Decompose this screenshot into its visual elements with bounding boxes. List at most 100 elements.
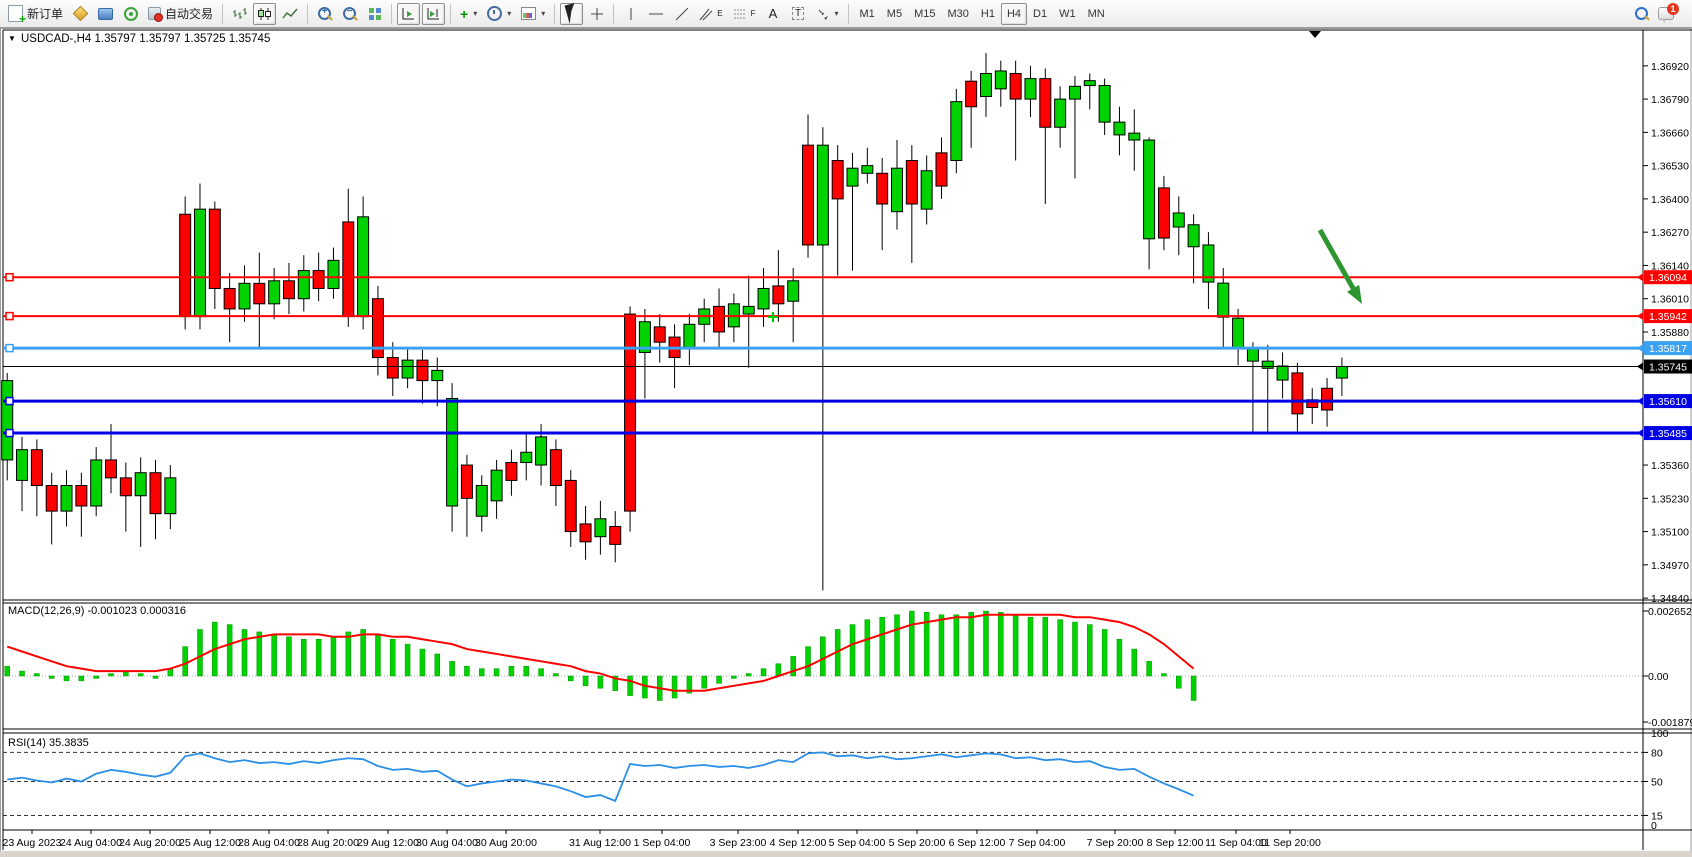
macd-histogram-bar <box>137 673 144 677</box>
macd-histogram-bar <box>1072 621 1078 677</box>
macd-histogram-bar <box>1161 673 1167 677</box>
candle <box>431 369 444 382</box>
macd-histogram-bar <box>48 675 55 679</box>
new-order-icon <box>8 5 26 26</box>
notifications-icon[interactable]: 1 <box>1658 3 1679 23</box>
bottom-scrollbar[interactable] <box>0 851 1692 857</box>
price-tag-label: 1.35942 <box>1649 311 1687 323</box>
line-handle[interactable] <box>5 428 14 438</box>
search-icon[interactable] <box>1635 7 1648 20</box>
chart-shift-button[interactable] <box>422 2 446 25</box>
candle <box>1172 212 1185 228</box>
rsi-axis-label: 0 <box>1651 820 1657 832</box>
line-chart-button[interactable] <box>278 3 302 25</box>
trend-arrow-head[interactable] <box>1347 284 1362 304</box>
macd-axis-label: 0.00 <box>1648 671 1669 683</box>
tile-windows-button[interactable] <box>363 3 386 25</box>
new-chart-button[interactable] <box>69 3 92 25</box>
price-axis-label: 1.36920 <box>1651 61 1689 73</box>
timeframe-button-M5[interactable]: M5 <box>886 7 903 20</box>
trend-arrow[interactable] <box>1317 228 1359 295</box>
bars-chart-button[interactable] <box>228 3 251 25</box>
line-handle[interactable] <box>5 343 14 353</box>
candle <box>1335 366 1348 379</box>
timeframe-button-H1[interactable]: H1 <box>980 7 995 20</box>
profiles-button[interactable] <box>94 3 117 25</box>
text-button[interactable]: A <box>762 3 785 25</box>
new-order-label: 新订单 <box>27 7 64 21</box>
periods-button[interactable]: ▾ <box>483 3 515 25</box>
arrows-button[interactable]: ▾ <box>812 3 843 25</box>
hline-button[interactable] <box>644 3 668 25</box>
candle <box>282 280 295 300</box>
zoom-in-button[interactable]: + <box>313 3 336 25</box>
line-handle[interactable] <box>5 272 14 282</box>
cursor-icon <box>564 3 580 24</box>
chevron-down-icon: ▾ <box>834 9 839 18</box>
tile-windows-icon <box>368 7 381 20</box>
text-label-button[interactable]: T <box>787 3 810 25</box>
macd-indicator-label: MACD(12,26,9) -0.001023 0.000316 <box>8 605 186 617</box>
candle <box>861 165 874 174</box>
timeframe-button-MN[interactable]: MN <box>1087 7 1105 20</box>
candle <box>609 525 622 545</box>
timeframe-button-W1[interactable]: W1 <box>1059 7 1076 20</box>
time-axis-label: 24 Aug 04:00 <box>60 837 122 849</box>
macd-histogram-bar <box>78 675 85 682</box>
autotrade-button[interactable]: 自动交易 <box>144 3 217 25</box>
alerts-button[interactable] <box>119 3 142 25</box>
price-tag-label: 1.36094 <box>1649 272 1687 284</box>
indicators-button[interactable]: + ▾ <box>456 3 481 25</box>
macd-histogram-bar <box>538 668 544 677</box>
macd-histogram-bar <box>419 648 426 677</box>
candle <box>994 70 1007 90</box>
fibonacci-button[interactable]: F <box>729 3 760 25</box>
chevron-down-icon: ▾ <box>473 9 478 18</box>
candle <box>149 472 162 515</box>
trendline-button[interactable] <box>670 3 693 25</box>
zoom-out-button[interactable]: − <box>338 3 361 25</box>
macd-histogram-bar <box>731 675 737 679</box>
vline-button[interactable] <box>619 3 642 25</box>
candle <box>1 380 14 461</box>
candle <box>1261 360 1274 369</box>
macd-histogram-bar <box>879 616 885 677</box>
line-handle[interactable] <box>5 396 14 406</box>
autotrade-label: 自动交易 <box>165 7 214 21</box>
price-tag-pointer <box>1637 362 1643 371</box>
autoscroll-button[interactable] <box>397 2 421 25</box>
symbol-dropdown-icon[interactable]: ▼ <box>8 34 16 43</box>
macd-histogram-bar <box>968 612 974 677</box>
line-handle[interactable] <box>5 311 14 321</box>
timeframe-button-M15[interactable]: M15 <box>914 7 936 20</box>
timeframe-button-M30[interactable]: M30 <box>947 7 969 20</box>
cursor-button[interactable] <box>560 2 584 25</box>
templates-button[interactable]: ▾ <box>517 3 549 25</box>
macd-histogram-bar <box>1042 616 1049 677</box>
rsi-indicator-label: RSI(14) 35.3835 <box>8 737 89 749</box>
time-axis-label: 30 Aug 04:00 <box>416 837 478 849</box>
time-axis-label: 7 Sep 04:00 <box>1009 837 1066 849</box>
new-order-button[interactable]: 新订单 <box>4 3 67 26</box>
candle <box>787 280 800 302</box>
timeframe-button-D1[interactable]: D1 <box>1033 7 1048 20</box>
candle <box>253 282 266 305</box>
candle <box>1291 372 1304 415</box>
candles-chart-button[interactable] <box>253 2 277 25</box>
candle <box>624 313 637 512</box>
channel-button[interactable]: E <box>695 3 726 25</box>
candle <box>416 359 429 382</box>
macd-histogram-bar <box>597 675 604 689</box>
crosshair-button[interactable] <box>585 3 608 25</box>
price-tag-pointer <box>1637 397 1643 406</box>
macd-histogram-bar <box>627 675 633 696</box>
chart-shift-marker-icon[interactable] <box>1309 31 1321 38</box>
time-axis-label: 23 Aug 2023 <box>3 837 62 849</box>
macd-histogram-bar <box>345 631 352 677</box>
candle <box>965 80 978 108</box>
timeframe-button-M1[interactable]: M1 <box>859 7 875 20</box>
macd-histogram-bar <box>449 661 455 677</box>
candle <box>1054 98 1067 128</box>
macd-histogram-bar <box>701 675 707 689</box>
timeframe-button-H4[interactable]: H4 <box>1000 2 1028 25</box>
